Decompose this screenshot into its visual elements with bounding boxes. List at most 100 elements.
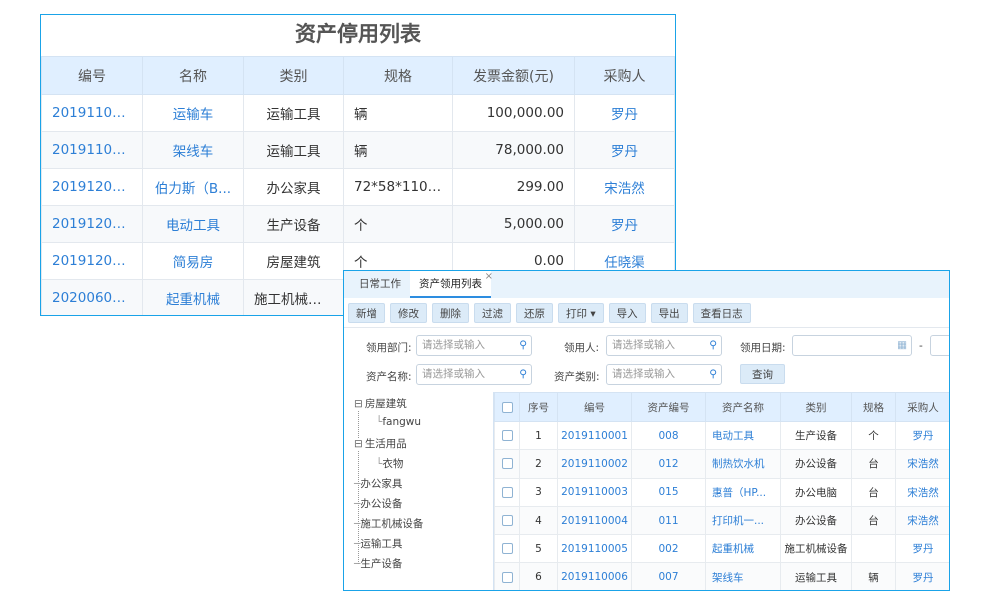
table-row[interactable]: 3 2019110003 015 惠普（HP... 办公电脑台宋浩然: [494, 477, 949, 507]
table-cell[interactable]: 2019110002: [41, 131, 143, 169]
tree-node[interactable]: └衣物: [376, 456, 403, 471]
calendar-icon[interactable]: ▦: [897, 339, 907, 351]
toolbar-button[interactable]: 删除: [432, 302, 469, 323]
column-header[interactable]: 类别: [243, 56, 344, 95]
table-row[interactable]: 6 2019110006 007 架线车 运输工具辆罗丹: [494, 562, 949, 590]
dept-input[interactable]: 请选择或输入 ⚲: [416, 335, 532, 356]
table-cell[interactable]: 002: [631, 534, 706, 564]
table-cell[interactable]: 罗丹: [895, 420, 949, 451]
table-cell[interactable]: 电动工具: [705, 420, 781, 451]
table-row[interactable]: 2019110001 运输车 运输工具辆 100,000.00 罗丹: [41, 94, 675, 132]
column-header[interactable]: 采购人: [895, 392, 949, 422]
table-cell[interactable]: 罗丹: [895, 534, 949, 564]
row-checkbox[interactable]: [501, 458, 513, 470]
table-cell[interactable]: 015: [631, 477, 706, 507]
table-cell[interactable]: 起重机械: [142, 279, 244, 315]
column-header[interactable]: 名称: [142, 56, 244, 95]
table-row[interactable]: 2019120001 伯力斯（B... 办公家具 72*58*110~1... 299.…: [41, 168, 675, 206]
table-row[interactable]: 2 2019110002 012 制热饮水机 办公设备台宋浩然: [494, 449, 949, 479]
table-cell[interactable]: 2019110002: [557, 449, 632, 479]
toolbar-button[interactable]: 修改: [390, 302, 427, 323]
tree-node[interactable]: ─生产设备: [354, 556, 402, 571]
table-cell[interactable]: 2019110003: [557, 477, 632, 507]
asset-type-input[interactable]: 请选择或输入 ⚲: [606, 364, 722, 385]
table-cell[interactable]: 宋浩然: [895, 477, 949, 507]
tree-node[interactable]: ─办公设备: [354, 496, 402, 511]
row-checkbox[interactable]: [501, 571, 513, 583]
table-cell[interactable]: 宋浩然: [895, 449, 949, 479]
table-cell[interactable]: 007: [631, 562, 706, 590]
collapse-icon[interactable]: ⊟: [354, 398, 363, 410]
table-row[interactable]: 2019110002 架线车 运输工具辆 78,000.00 罗丹: [41, 131, 675, 169]
toolbar-button[interactable]: 新增: [348, 302, 385, 323]
tab-daily-work[interactable]: 日常工作: [359, 278, 401, 290]
table-cell[interactable]: 011: [631, 505, 706, 536]
date-start-input[interactable]: ▦: [792, 335, 912, 356]
column-header[interactable]: 发票金额(元): [452, 56, 575, 95]
table-cell[interactable]: 架线车: [705, 562, 781, 590]
toolbar-button[interactable]: 查看日志: [692, 302, 751, 323]
select-all-checkbox[interactable]: [501, 401, 513, 413]
tree-node[interactable]: ─施工机械设备: [354, 516, 423, 531]
table-cell[interactable]: 惠普（HP...: [705, 477, 781, 507]
row-checkbox[interactable]: [501, 486, 513, 498]
user-input[interactable]: 请选择或输入 ⚲: [606, 335, 722, 356]
asset-name-input[interactable]: 请选择或输入 ⚲: [416, 364, 532, 385]
column-header[interactable]: 资产编号: [631, 392, 706, 422]
table-cell[interactable]: 2020060001: [41, 279, 143, 315]
tree-node[interactable]: ⊟ 房屋建筑: [354, 396, 407, 411]
table-row[interactable]: 4 2019110004 011 打印机一... 办公设备台宋浩然: [494, 505, 949, 536]
search-icon[interactable]: ⚲: [519, 368, 527, 380]
column-header[interactable]: 序号: [519, 392, 558, 422]
tree-node[interactable]: ⊟ 生活用品: [354, 436, 407, 451]
table-cell[interactable]: 起重机械: [705, 534, 781, 564]
date-end-input[interactable]: [930, 335, 949, 356]
table-row[interactable]: 2019120002 电动工具 生产设备个 5,000.00 罗丹: [41, 205, 675, 243]
toolbar-button[interactable]: 过滤: [474, 302, 511, 323]
toolbar-button[interactable]: 还原: [516, 302, 553, 323]
table-cell[interactable]: 简易房: [142, 242, 244, 280]
column-header[interactable]: 编号: [557, 392, 632, 422]
query-button[interactable]: 查询: [740, 364, 785, 384]
column-header[interactable]: 编号: [41, 56, 143, 95]
table-cell[interactable]: 运输车: [142, 94, 244, 132]
table-cell[interactable]: 伯力斯（B...: [142, 168, 244, 206]
column-header[interactable]: 类别: [780, 392, 852, 422]
row-checkbox[interactable]: [501, 430, 513, 442]
toolbar-button[interactable]: 导入: [608, 302, 646, 323]
row-checkbox[interactable]: [501, 543, 513, 555]
column-header[interactable]: 采购人: [574, 56, 675, 95]
table-cell[interactable]: 宋浩然: [895, 505, 949, 536]
tree-node[interactable]: ─运输工具: [354, 536, 402, 551]
tab-asset-requisition[interactable]: 资产领用列表 ×: [410, 271, 493, 298]
search-icon[interactable]: ⚲: [709, 368, 717, 380]
table-cell[interactable]: 架线车: [142, 131, 244, 169]
tree-node[interactable]: └fangwu: [376, 416, 421, 428]
toolbar-button[interactable]: 导出: [650, 302, 688, 323]
table-row[interactable]: 2019120003 简易房 房屋建筑个 0.00 任晓渠: [41, 242, 675, 280]
table-cell[interactable]: 2019120003: [41, 242, 143, 280]
table-cell[interactable]: 2019120001: [41, 168, 143, 206]
table-cell[interactable]: 2019110004: [557, 505, 632, 536]
toolbar-button[interactable]: 打印 ▾: [558, 302, 604, 323]
table-row[interactable]: 5 2019110005 002 起重机械 施工机械设备 罗丹: [494, 534, 949, 564]
table-cell[interactable]: 2019110001: [41, 94, 143, 132]
table-cell[interactable]: 2019120002: [41, 205, 143, 243]
collapse-icon[interactable]: ⊟: [354, 438, 363, 450]
column-header[interactable]: 规格: [851, 392, 896, 422]
row-checkbox[interactable]: [501, 515, 513, 527]
table-cell[interactable]: 罗丹: [895, 562, 949, 590]
table-row[interactable]: 1 2019110001 008 电动工具 生产设备个罗丹: [494, 420, 949, 451]
table-cell[interactable]: 2019110005: [557, 534, 632, 564]
table-cell[interactable]: 012: [631, 449, 706, 479]
column-header[interactable]: 资产名称: [705, 392, 781, 422]
search-icon[interactable]: ⚲: [519, 339, 527, 351]
table-cell[interactable]: 制热饮水机: [705, 449, 781, 479]
table-cell[interactable]: 2019110001: [557, 420, 632, 451]
close-icon[interactable]: ×: [484, 271, 493, 282]
search-icon[interactable]: ⚲: [709, 339, 717, 351]
tree-node[interactable]: ─办公家具: [354, 476, 402, 491]
column-header[interactable]: 规格: [343, 56, 453, 95]
table-cell[interactable]: 2019110006: [557, 562, 632, 590]
table-cell[interactable]: 打印机一...: [705, 505, 781, 536]
